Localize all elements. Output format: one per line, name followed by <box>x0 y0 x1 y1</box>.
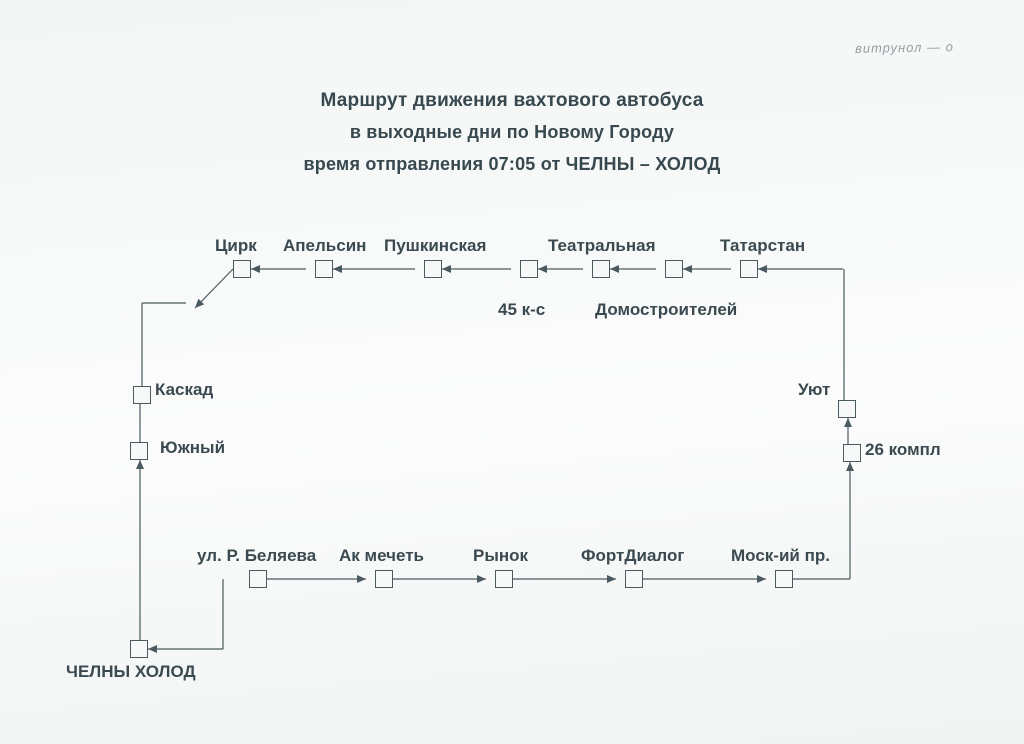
stop-kompl26 <box>843 444 861 462</box>
label-yuzhny: Южный <box>160 438 225 458</box>
stop-tatarstan <box>740 260 758 278</box>
label-fortdialog: ФортДиалог <box>581 546 684 566</box>
stop-kaskad <box>133 386 151 404</box>
stop-moskpr <box>775 570 793 588</box>
stop-rynok <box>495 570 513 588</box>
label-moskpr: Моск-ий пр. <box>731 546 830 566</box>
label-k45: 45 к-с <box>498 300 545 320</box>
label-chelny: ЧЕЛНЫ ХОЛОД <box>66 662 196 682</box>
title-line-3: время отправления 07:05 от ЧЕЛНЫ – ХОЛОД <box>0 154 1024 175</box>
stop-yuzhny <box>130 442 148 460</box>
stop-pushkinskaya <box>424 260 442 278</box>
route-diagram-page: витрунол — о Маршрут движения вахтового … <box>0 0 1024 744</box>
title-line-1: Маршрут движения вахтового автобуса <box>0 90 1024 112</box>
label-domostr: Домостроителей <box>595 300 737 320</box>
label-pushkinskaya: Пушкинская <box>384 236 486 256</box>
label-kaskad: Каскад <box>155 380 213 400</box>
label-apelsin: Апельсин <box>283 236 366 256</box>
title-line-2: в выходные дни по Новому Городу <box>0 122 1024 143</box>
stop-apelsin <box>315 260 333 278</box>
stop-k45 <box>520 260 538 278</box>
handwriting-note: витрунол — о <box>855 39 954 56</box>
stop-chelny <box>130 640 148 658</box>
stop-uyut <box>838 400 856 418</box>
label-belyaeva: ул. Р. Беляева <box>197 546 316 566</box>
stop-belyaeva <box>249 570 267 588</box>
stop-teatralnaya <box>592 260 610 278</box>
label-rynok: Рынок <box>473 546 528 566</box>
label-tsirk: Цирк <box>215 236 257 256</box>
label-akmechet: Ак мечеть <box>339 546 424 566</box>
stop-fortdialog <box>625 570 643 588</box>
label-tatarstan: Татарстан <box>720 236 805 256</box>
stop-akmechet <box>375 570 393 588</box>
stop-domostr <box>665 260 683 278</box>
label-kompl26: 26 компл <box>865 440 941 460</box>
label-teatralnaya: Театральная <box>548 236 656 256</box>
stop-tsirk <box>233 260 251 278</box>
label-uyut: Уют <box>798 380 830 400</box>
